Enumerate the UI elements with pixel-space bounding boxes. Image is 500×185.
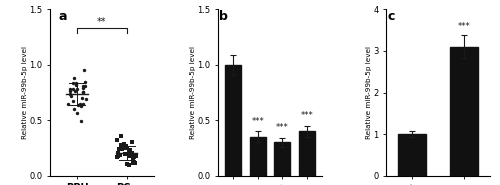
Text: ***: *** [252,117,264,126]
Point [79,84,87,87]
Point [72,90,80,92]
Bar [274,142,290,176]
Point [76,102,84,105]
Point [114,151,122,154]
Point [80,81,88,84]
Point [121,146,129,149]
Point [118,148,126,151]
Point [72,112,80,115]
Y-axis label: Relative miR-99b-5p level: Relative miR-99b-5p level [366,46,372,139]
Point [73,88,81,91]
Point [78,96,86,99]
Point [128,152,136,154]
Point [126,148,134,151]
Point [115,147,123,150]
Point [66,93,74,96]
Text: ***: *** [458,22,470,31]
Point [82,97,90,100]
Y-axis label: Relative miR-99b-5p level: Relative miR-99b-5p level [22,46,28,139]
Point [81,85,89,88]
Point [132,162,140,165]
Point [80,69,88,72]
Point [78,119,86,122]
Point [114,156,122,159]
Point [64,102,72,105]
Point [66,95,74,98]
Point [66,88,74,91]
Point [118,135,126,138]
Point [70,87,78,90]
Point [69,81,77,84]
Point [116,153,124,156]
Point [66,90,74,92]
Text: ***: *** [300,111,314,120]
Point [70,76,78,79]
Point [74,104,82,107]
Text: b: b [220,10,228,23]
Point [121,152,129,155]
Point [72,83,80,86]
Point [132,155,140,158]
Bar [299,131,315,176]
Point [78,91,86,94]
Text: a: a [58,10,67,23]
Point [122,144,130,147]
Point [124,164,132,166]
Point [128,153,136,156]
Point [117,144,125,147]
Point [70,107,78,110]
Point [130,155,138,158]
Point [124,155,132,158]
Bar [398,134,426,176]
Point [129,158,137,161]
Point [113,138,121,141]
Point [129,161,137,164]
Point [116,154,124,157]
Bar [450,47,478,176]
Y-axis label: Relative miR-99b-5p level: Relative miR-99b-5p level [190,46,196,139]
Text: **: ** [97,17,106,27]
Point [127,154,135,157]
Point [69,99,77,102]
Point [76,105,84,108]
Point [124,153,132,156]
Point [72,82,80,85]
Point [129,161,137,164]
Point [114,155,122,158]
Point [123,162,131,165]
Point [124,146,132,149]
Bar [225,65,241,176]
Text: c: c [388,11,395,23]
Point [79,102,87,105]
Text: ***: *** [276,123,288,132]
Point [128,140,136,143]
Point [120,143,128,146]
Point [79,90,87,93]
Point [72,82,80,85]
Bar [250,137,266,176]
Point [78,86,86,89]
